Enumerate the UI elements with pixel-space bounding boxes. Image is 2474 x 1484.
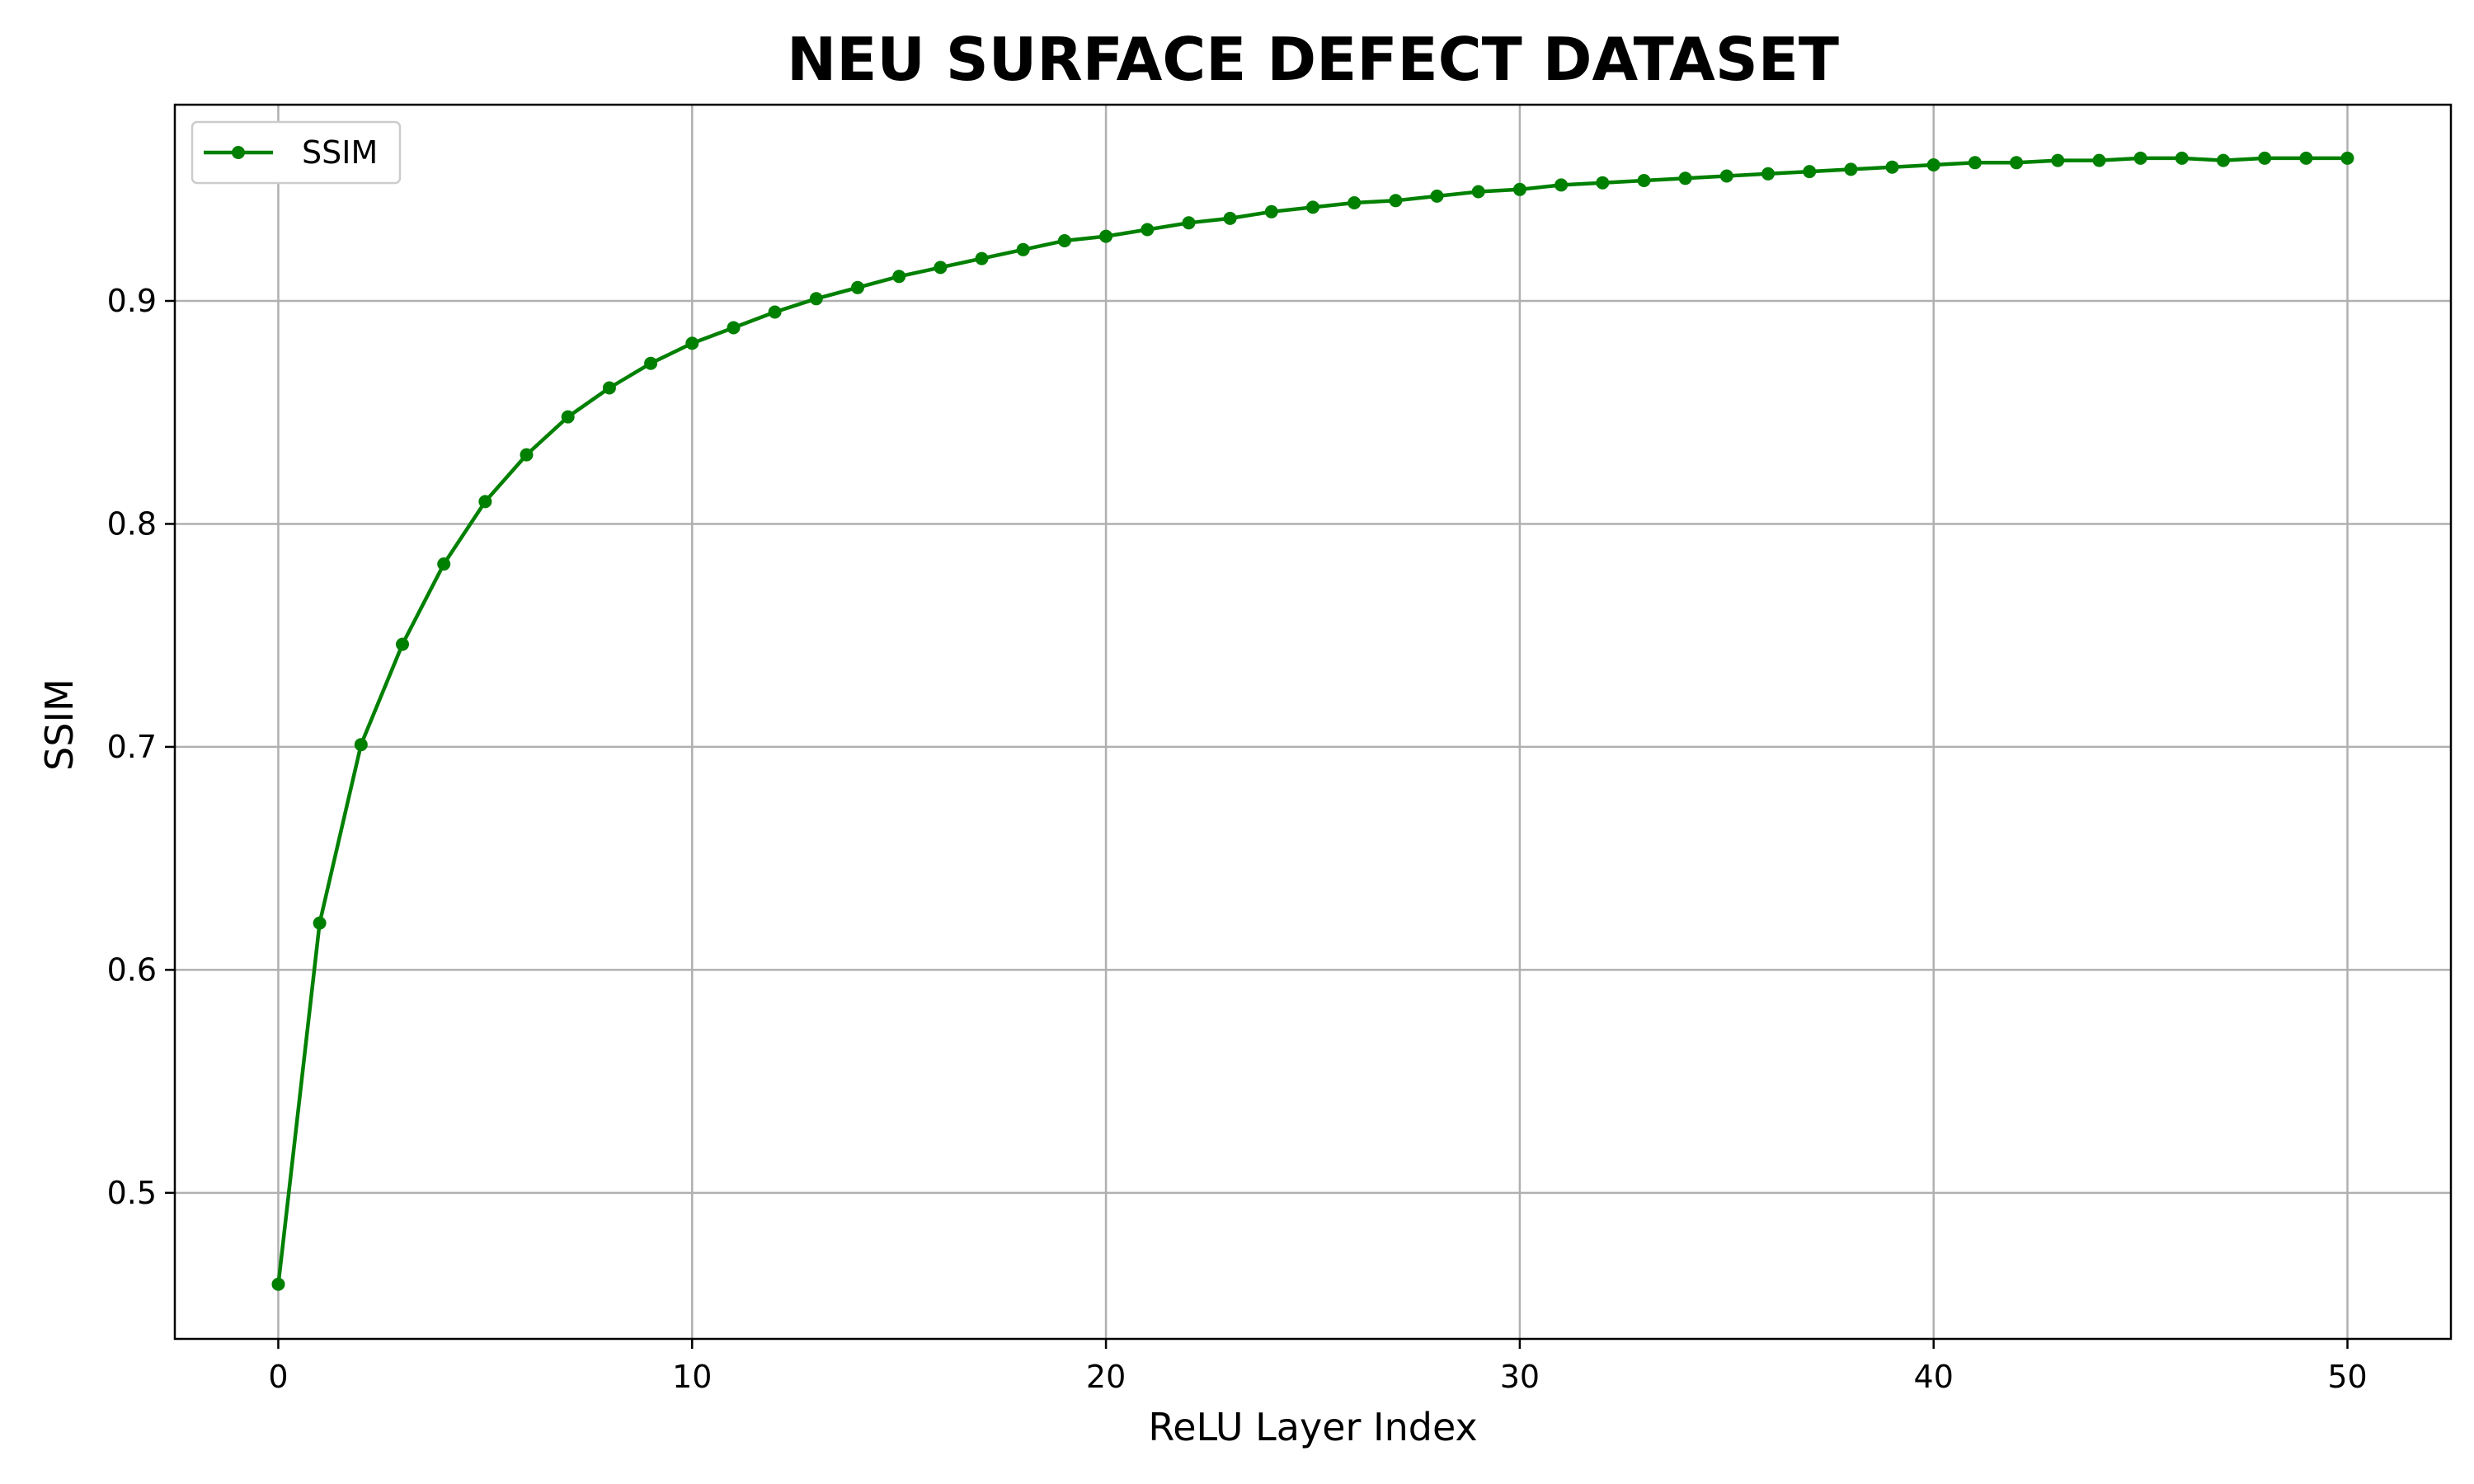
data-point	[2092, 153, 2106, 167]
x-tick-label: 0	[268, 1359, 288, 1395]
data-point	[1389, 194, 1403, 208]
x-tick-label: 30	[1500, 1359, 1540, 1395]
data-point	[809, 292, 823, 306]
y-tick-label: 0.5	[107, 1175, 157, 1211]
data-point	[478, 495, 492, 509]
grid	[175, 105, 2451, 1339]
data-point	[2175, 151, 2189, 165]
data-point	[1637, 174, 1651, 187]
data-point	[1430, 189, 1444, 203]
data-point	[354, 738, 368, 752]
data-point	[1141, 223, 1155, 237]
data-point	[396, 637, 409, 651]
data-point	[1803, 165, 1817, 179]
data-point	[271, 1277, 285, 1291]
y-tick-label: 0.6	[107, 951, 157, 988]
y-tick-label: 0.8	[107, 505, 157, 542]
series-ssim	[271, 151, 2354, 1291]
plot-area-frame	[173, 103, 2453, 1341]
data-point	[1016, 242, 1030, 256]
data-point	[892, 270, 906, 284]
legend-marker-swatch	[232, 146, 245, 159]
data-point	[1223, 211, 1237, 225]
data-point	[2010, 156, 2024, 170]
data-point	[768, 305, 782, 319]
data-point	[602, 381, 616, 395]
data-point	[2340, 151, 2354, 165]
data-point	[2051, 153, 2065, 167]
data-point	[561, 410, 575, 424]
data-point	[1844, 162, 1858, 176]
data-point	[2217, 153, 2230, 167]
data-point	[851, 280, 864, 294]
data-point	[934, 261, 948, 275]
legend-label: SSIM	[302, 134, 378, 171]
x-tick-label: 20	[1086, 1359, 1126, 1395]
data-point	[520, 448, 534, 462]
data-point	[1719, 169, 1733, 183]
data-point	[313, 916, 327, 930]
data-point	[1348, 196, 1362, 209]
chart-title: NEU SURFACE DEFECT DATASET	[787, 25, 1839, 94]
data-point	[1182, 216, 1196, 230]
data-point	[1596, 176, 1610, 190]
data-point	[1926, 158, 1940, 171]
data-point	[1885, 160, 1899, 174]
x-tick-label: 40	[1914, 1359, 1954, 1395]
data-point	[2133, 151, 2147, 165]
y-axis-label: SSIM	[37, 679, 82, 771]
data-point	[1099, 229, 1113, 243]
y-tick-label: 0.7	[107, 729, 157, 765]
data-point	[1968, 156, 1982, 170]
x-axis-label: ReLU Layer Index	[1148, 1405, 1477, 1449]
x-tick-label: 50	[2327, 1359, 2367, 1395]
data-point	[685, 336, 699, 350]
data-point	[1264, 204, 1278, 218]
legend-box	[190, 120, 402, 185]
data-point	[1678, 171, 1692, 186]
data-point	[1057, 234, 1071, 247]
data-point	[975, 251, 989, 265]
data-point	[2258, 151, 2272, 165]
axis-ticks: 0 10 20 30 40 50 0.5 0.6 0.7 0.8 0.9	[107, 283, 2368, 1395]
data-point	[437, 557, 451, 571]
data-point	[1471, 185, 1485, 199]
y-tick-label: 0.9	[107, 283, 157, 319]
legend: SSIM	[190, 120, 402, 185]
series-layer	[271, 151, 2354, 1291]
data-point	[1306, 200, 1319, 214]
data-point	[644, 356, 658, 370]
data-point	[1554, 178, 1569, 192]
data-point	[1512, 182, 1526, 196]
data-point	[2299, 151, 2313, 165]
data-point	[1761, 167, 1775, 181]
x-tick-label: 10	[672, 1359, 712, 1395]
data-point	[727, 321, 741, 335]
